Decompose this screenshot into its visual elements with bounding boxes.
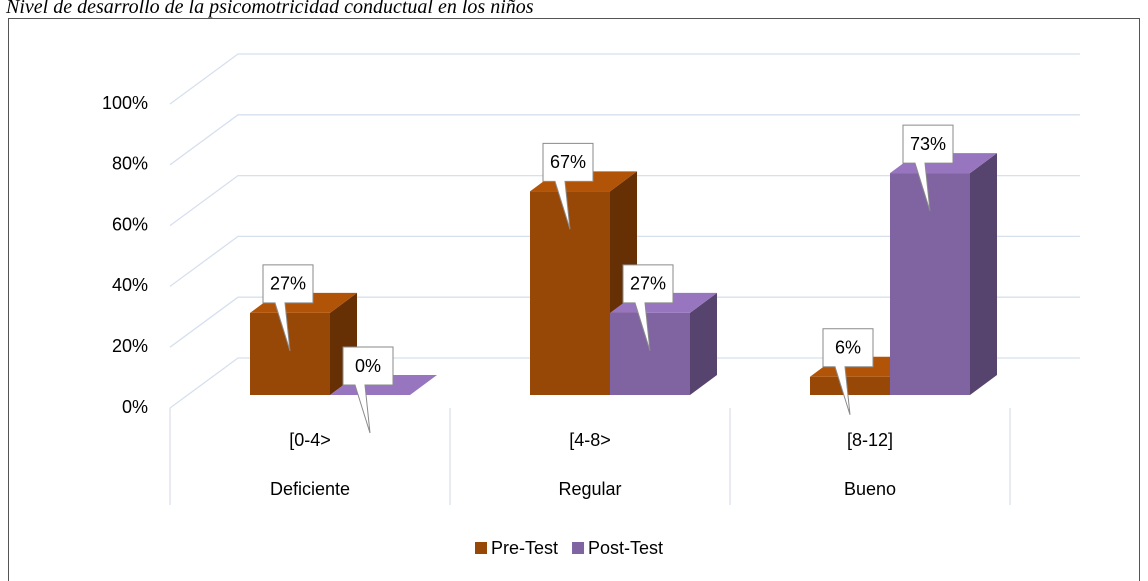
x-tick-label: [4-8> [569,430,611,450]
bar [530,191,610,395]
data-label: 6% [835,338,861,358]
y-tick-label: 20% [112,336,148,356]
y-tick-label: 40% [112,275,148,295]
legend-swatch [572,542,585,554]
x-group-label: Bueno [844,479,896,499]
data-label-callout [622,264,674,352]
bar [810,376,890,395]
bar [610,312,690,395]
bar-side [970,153,997,395]
x-tick-label: [8-12] [847,430,893,450]
legend-label: Pre-Test [491,538,558,558]
data-label-callout [542,142,594,230]
legend-swatch [475,542,487,554]
grid-line [169,235,1080,287]
x-tick-label: [0-4> [289,430,331,450]
chart-title: Nivel de desarrollo de la psicomotricida… [5,0,534,18]
data-label-callout [822,328,874,415]
bar [250,312,330,395]
grid-line [169,114,1080,166]
data-label: 27% [270,274,306,294]
data-label-callout [342,346,394,434]
y-tick-label: 60% [112,214,148,234]
grid-line [169,357,1080,409]
grid-line [169,174,1080,227]
legend-label: Post-Test [588,538,663,558]
data-label: 67% [550,152,586,172]
y-tick-label: 80% [112,154,148,174]
bar-side [690,292,717,395]
y-tick-label: 100% [102,93,148,113]
data-label: 27% [630,274,666,294]
data-label: 73% [910,134,946,154]
y-tick-label: 0% [122,397,148,417]
x-group-label: Regular [558,479,621,499]
data-label-callout [902,124,954,212]
data-label-callout [262,264,314,352]
data-label: 0% [355,356,381,376]
grid-line [169,53,1080,105]
x-group-label: Deficiente [270,479,350,499]
chart-border [8,18,1140,581]
grid-line [169,296,1080,348]
